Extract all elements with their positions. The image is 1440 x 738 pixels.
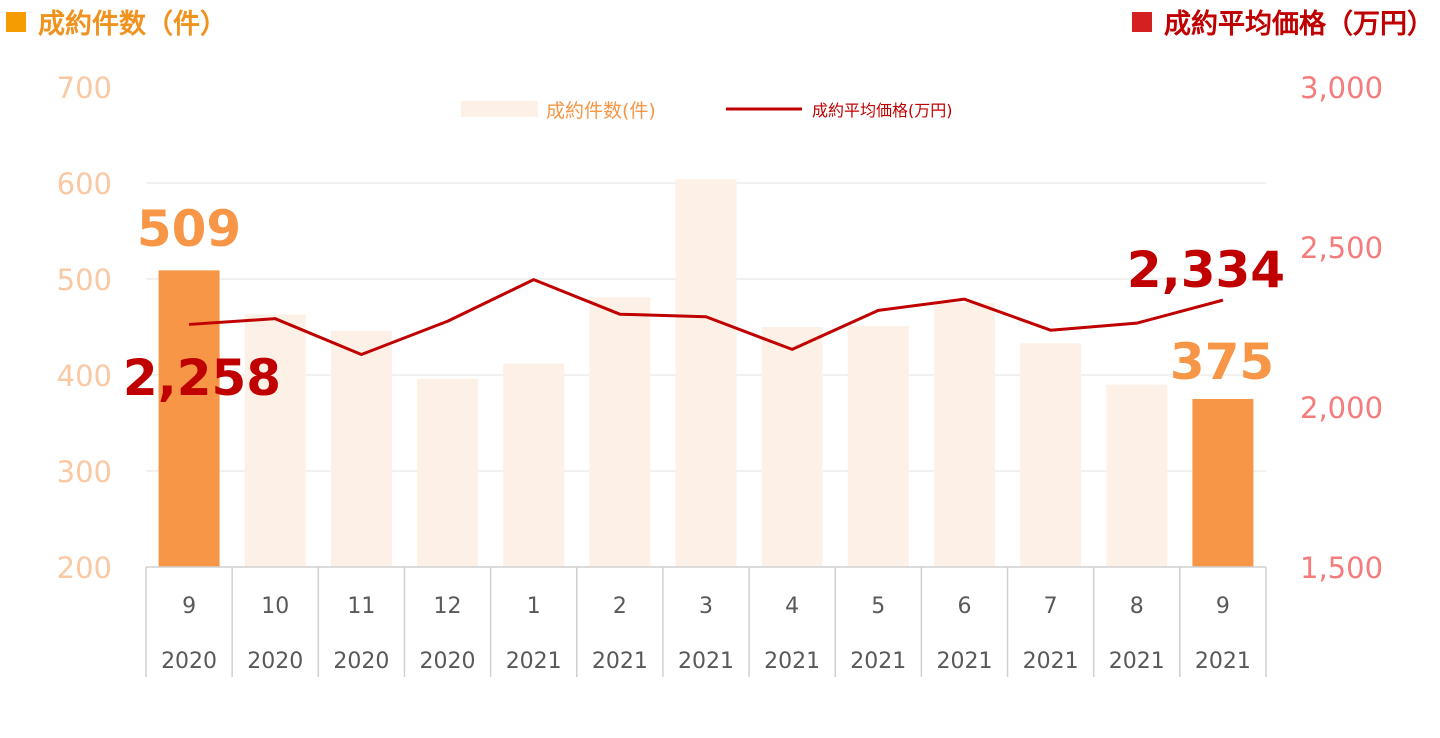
x-tick-label-month: 8 [1130,594,1144,619]
bar [1192,399,1254,567]
right-axis-tick-label: 2,000 [1300,391,1383,425]
x-tick-label-year: 2021 [1195,649,1251,674]
bar [158,270,220,567]
x-tick-label-month: 1 [527,594,541,619]
left-title-square-icon [6,11,26,32]
left-axis-tick-label: 500 [57,263,112,297]
x-tick-label-year: 2020 [333,649,389,674]
bar-series [158,179,1254,567]
bar [1020,343,1082,567]
bar [503,363,565,567]
left-axis-title-text: 成約件数（件） [38,9,227,40]
callout-price-first: 2,258 [123,349,281,407]
bar [675,179,737,567]
x-tick-label-month: 6 [957,594,971,619]
x-tick-label-year: 2020 [247,649,303,674]
x-tick-label-year: 2021 [506,649,562,674]
legend-bar-swatch [461,101,538,117]
right-axis-tick-label: 2,500 [1300,231,1383,265]
callout-count-last: 375 [1170,333,1274,391]
x-tick-label-month: 4 [785,594,799,619]
left-axis-tick-label: 400 [57,359,112,393]
x-tick-label-year: 2021 [936,649,992,674]
x-tick-label-year: 2021 [850,649,906,674]
left-axis-title: 成約件数（件） [6,2,227,41]
x-tick-label-year: 2021 [592,649,648,674]
x-tick-label-month: 3 [699,594,713,619]
left-axis-tick-label: 300 [57,455,112,489]
x-tick-label-month: 2 [613,594,627,619]
line-series [188,278,1224,357]
left-axis-tick-label: 700 [57,71,112,105]
bar [933,303,995,567]
bar [417,378,479,567]
x-tick-label-month: 12 [434,594,462,619]
legend-line-label: 成約平均価格(万円) [812,101,953,120]
x-tick-label-month: 5 [871,594,885,619]
bar [761,327,823,567]
price-line [188,278,1224,357]
bar [847,326,909,567]
x-tick-label-year: 2021 [764,649,820,674]
x-tick-label-year: 2020 [420,649,476,674]
axes: 200 300 400 500 600 700 1,500 2,000 2,500 3,000 9 2… [57,71,1383,677]
callout-count-first: 509 [137,200,241,258]
bar [1106,384,1168,567]
x-tick-label-month: 7 [1044,594,1058,619]
legend: 成約件数(件) 成約平均価格(万円) [461,100,953,122]
x-tick-label-month: 11 [347,594,375,619]
right-axis-tick-label: 3,000 [1300,71,1383,105]
bar [330,330,392,567]
x-tick-label-month: 9 [1216,594,1230,619]
x-tick-label-year: 2021 [1109,649,1165,674]
x-tick-label-month: 9 [182,594,196,619]
right-axis-title-text: 成約平均価格（万円） [1164,9,1434,40]
callouts: 509 375 2,258 2,334 [123,200,1285,407]
bar [589,297,651,567]
bar [244,314,306,567]
left-axis-tick-label: 200 [57,551,112,585]
x-tick-label-month: 10 [261,594,289,619]
left-axis-tick-label: 600 [57,167,112,201]
right-title-square-icon [1132,11,1152,32]
x-tick-label-year: 2021 [678,649,734,674]
right-axis-tick-label: 1,500 [1300,551,1383,585]
legend-bar-label: 成約件数(件) [546,100,656,122]
right-axis-title: 成約平均価格（万円） [1132,2,1434,41]
x-tick-label-year: 2020 [161,649,217,674]
callout-price-last: 2,334 [1127,241,1285,299]
x-tick-label-year: 2021 [1023,649,1079,674]
